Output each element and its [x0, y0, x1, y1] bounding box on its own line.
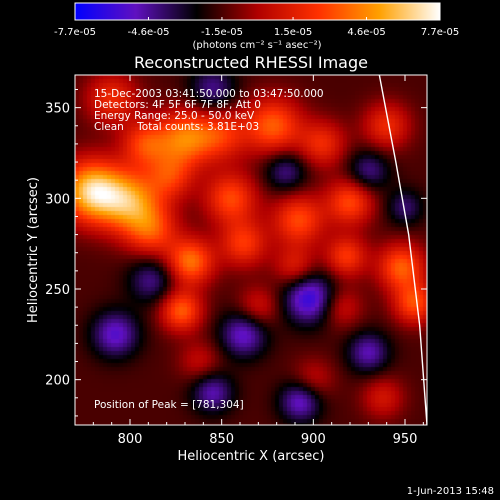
y-tick-label: 200 [45, 374, 70, 389]
info-time-range: 15-Dec-2003 03:41:50.000 to 03:47:50.000 [94, 88, 324, 100]
y-tick-label: 350 [45, 102, 70, 117]
info-energy-range: Energy Range: 25.0 - 50.0 keV [94, 110, 255, 122]
peak-position-label: Position of Peak = [781,304] [94, 399, 244, 411]
x-tick-label: 950 [393, 432, 418, 447]
colorbar-tick-label: 7.7e-05 [421, 27, 459, 38]
y-tick-label: 300 [45, 192, 70, 207]
x-tick-label: 900 [301, 432, 326, 447]
y-axis-ticks: 200 250 300 350 [45, 89, 427, 417]
x-axis-label: Heliocentric X (arcsec) [178, 449, 325, 464]
colorbar-tick-label: 1.5e-05 [274, 27, 312, 38]
colorbar-unit-label: (photons cm⁻² s⁻¹ asec⁻²) [192, 40, 321, 51]
x-tick-label: 850 [209, 432, 234, 447]
colorbar-tick-label: -7.7e-05 [54, 27, 96, 38]
footer-timestamp: 1-Jun-2013 15:48 [407, 486, 494, 497]
heatmap-image [75, 75, 427, 425]
x-axis-ticks: 800 850 900 950 [92, 75, 424, 447]
colorbar [74, 2, 441, 21]
info-detectors: Detectors: 4F 5F 6F 7F 8F, Att 0 [94, 99, 261, 111]
colorbar-tick-label: -1.5e-05 [201, 27, 243, 38]
chart-title: Reconstructed RHESSI Image [134, 53, 368, 72]
info-block: 15-Dec-2003 03:41:50.000 to 03:47:50.000… [94, 88, 324, 133]
plot-frame [74, 74, 428, 426]
y-tick-label: 250 [45, 283, 70, 298]
colorbar-tick-label: 4.6e-05 [347, 27, 385, 38]
solar-limb-line [378, 75, 427, 425]
heatmap-canvas [75, 75, 427, 425]
info-clean-counts: Clean Total counts: 3.81E+03 [94, 121, 259, 133]
colorbar-ticks: -7.7e-05 -4.6e-05 -1.5e-05 1.5e-05 4.6e-05 7.… [54, 17, 459, 38]
colorbar-tick-label: -4.6e-05 [127, 27, 169, 38]
x-tick-label: 800 [118, 432, 143, 447]
y-axis-label: Heliocentric Y (arcsec) [26, 177, 41, 323]
